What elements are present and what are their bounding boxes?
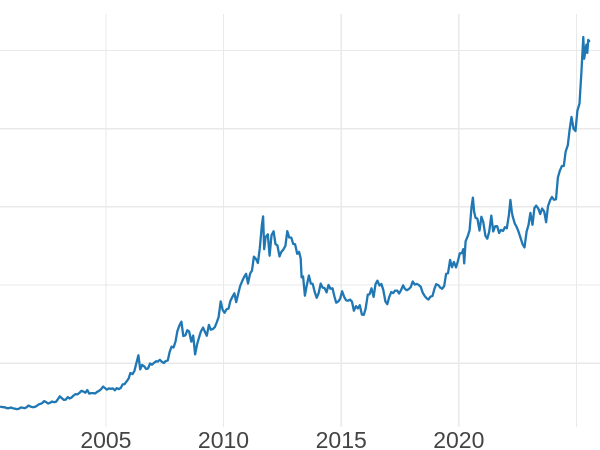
x-tick-label-2015: 2015 <box>316 427 367 450</box>
x-tick-label-2005: 2005 <box>80 427 131 450</box>
price-line <box>0 35 591 411</box>
x-tick-label-2020: 2020 <box>433 427 484 450</box>
x-tick-label-2010: 2010 <box>198 427 249 450</box>
